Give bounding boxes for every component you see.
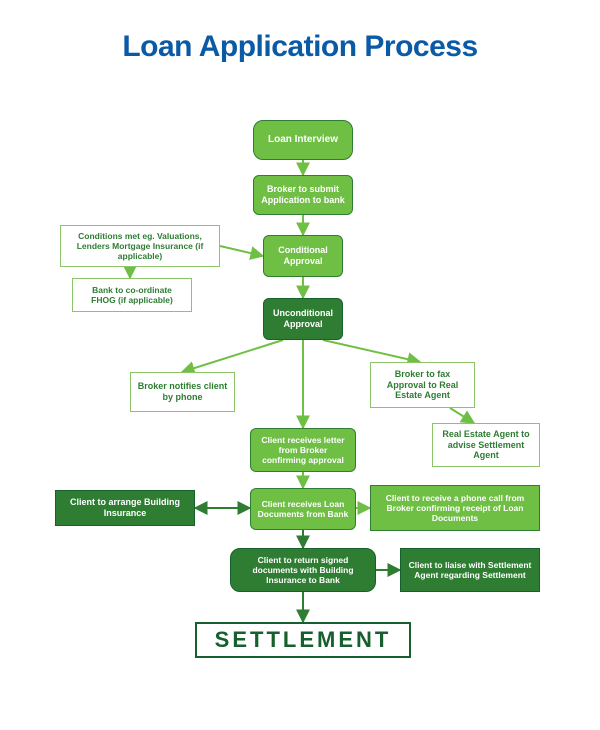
flowchart-canvas: Loan Application Process Loan Interview B…: [0, 0, 600, 730]
node-cond_approval: Conditional Approval: [263, 235, 343, 277]
node-liaise: Client to liaise with Settlement Agent r…: [400, 548, 540, 592]
node-conditions: Conditions met eg. Valuations, Lenders M…: [60, 225, 220, 267]
edge-7: [323, 340, 420, 362]
node-notify_phone: Broker notifies client by phone: [130, 372, 235, 412]
page-title: Loan Application Process: [0, 30, 600, 64]
node-phone_confirm: Client to receive a phone call from Brok…: [370, 485, 540, 531]
node-interview: Loan Interview: [253, 120, 353, 160]
node-fax_agent: Broker to fax Approval to Real Estate Ag…: [370, 362, 475, 408]
node-loan_docs: Client receives Loan Documents from Bank: [250, 488, 356, 530]
node-fhog: Bank to co-ordinate FHOG (if applicable): [72, 278, 192, 312]
node-building_ins: Client to arrange Building Insurance: [55, 490, 195, 526]
settlement-label: SETTLEMENT: [215, 627, 392, 653]
node-submit: Broker to submit Application to bank: [253, 175, 353, 215]
edge-5: [182, 340, 283, 372]
node-return_signed: Client to return signed documents with B…: [230, 548, 376, 592]
edges-layer: [0, 0, 600, 730]
settlement-terminal: SETTLEMENT: [195, 622, 411, 658]
node-letter_confirm: Client receives letter from Broker confi…: [250, 428, 356, 472]
edge-8: [450, 408, 474, 423]
edge-3: [220, 246, 263, 256]
node-advise_settlement: Real Estate Agent to advise Settlement A…: [432, 423, 540, 467]
node-uncond_approval: Unconditional Approval: [263, 298, 343, 340]
